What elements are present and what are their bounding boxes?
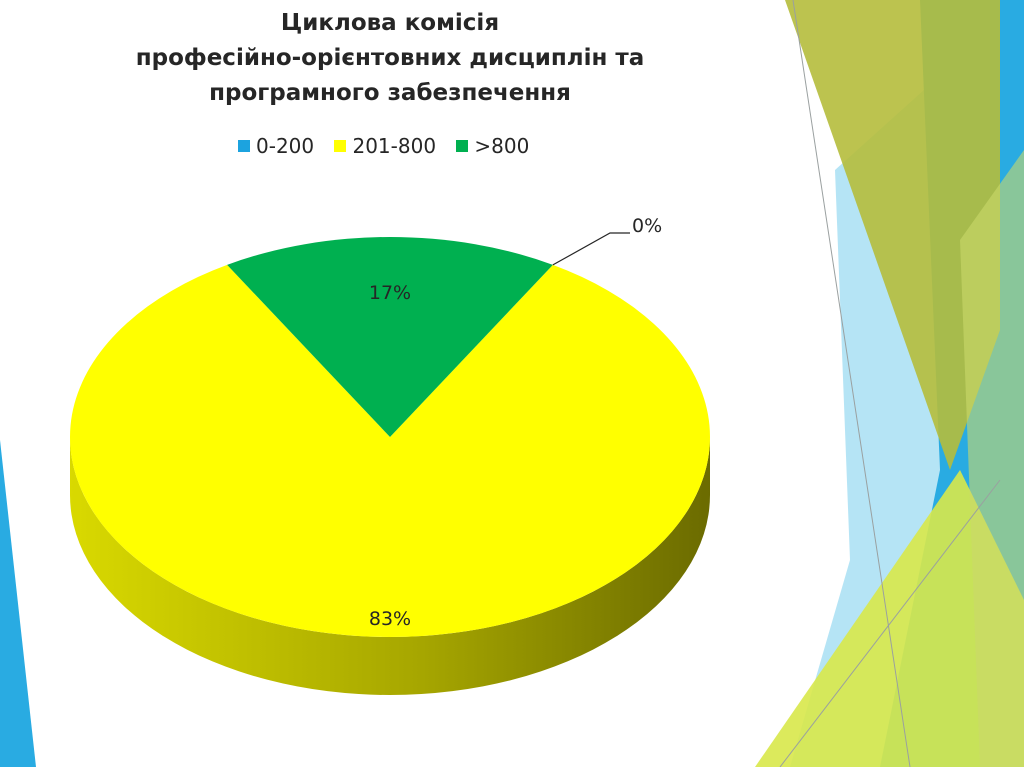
chart-legend: 0-200 201-800 >800: [238, 133, 543, 158]
legend-swatch-0-200: [238, 140, 250, 152]
chart-title: Циклова комісія професійно-орієнтовних д…: [60, 6, 720, 111]
right-palegreen-band: [960, 150, 1024, 767]
pie-slice-201-800: [69, 264, 711, 637]
chart-title-line-3: програмного забезпечення: [209, 80, 571, 106]
legend-swatch-800-plus: [456, 140, 469, 152]
right-olive-triangle: [785, 0, 1000, 470]
decor-line-1: [792, 0, 911, 767]
data-label-800-plus: 17%: [369, 282, 411, 304]
chart-title-line-2: професійно-орієнтовних дисциплін та: [135, 45, 645, 71]
legend-item-800-plus: >800: [456, 134, 529, 158]
pie-slice-800-plus: [227, 236, 553, 437]
chart-title-line-1: Циклова комісія: [280, 10, 500, 36]
legend-swatch-201-800: [334, 140, 347, 152]
legend-label-0-200: 0-200: [256, 134, 315, 158]
legend-item-201-800: 201-800: [334, 134, 436, 158]
legend-label-201-800: 201-800: [352, 134, 437, 158]
leader-line-0-200: [552, 232, 630, 266]
data-label-0-200: 0%: [632, 215, 662, 237]
legend-label-800-plus: >800: [474, 134, 530, 158]
decor-line-2: [779, 479, 1001, 767]
data-label-201-800: 83%: [369, 608, 411, 630]
right-lime-triangle: [755, 470, 1024, 767]
left-blue-triangle: [0, 440, 36, 767]
pie-side-wall: [70, 437, 710, 695]
legend-item-0-200: 0-200: [238, 134, 314, 158]
